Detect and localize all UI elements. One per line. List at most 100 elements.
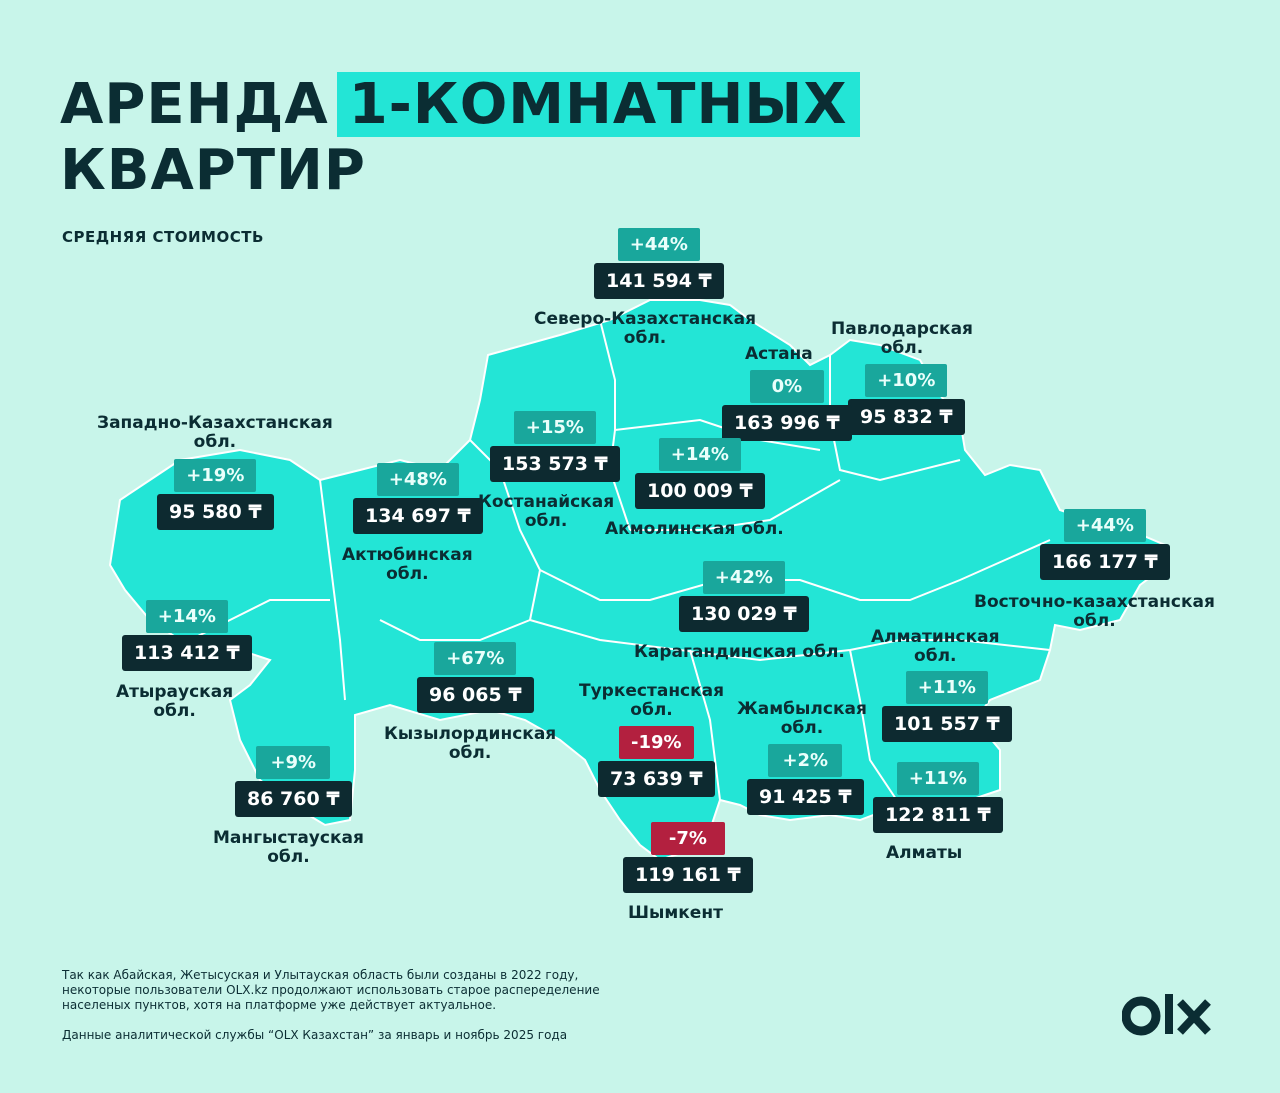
label-almaty-obl: Алматинская обл. — [871, 628, 1000, 666]
region-kostanay: +15% 153 573 ₸ — [490, 411, 620, 482]
label-vko: Восточно-казахстанская обл. — [974, 593, 1215, 631]
price-badge: 163 996 ₸ — [722, 405, 852, 441]
label-line: обл. — [630, 700, 673, 720]
title-line1: АРЕНДА — [60, 72, 329, 137]
pct-badge: +15% — [513, 411, 596, 444]
label-shymkent: Шымкент — [628, 904, 723, 923]
price-badge: 100 009 ₸ — [635, 473, 765, 509]
label-line: обл. — [153, 701, 196, 721]
region-karaganda: +42% 130 029 ₸ — [679, 561, 809, 632]
label-line: Алматинская — [871, 627, 1000, 647]
region-zhambyl: +2% 91 425 ₸ — [747, 744, 864, 815]
label-turkestan: Туркестанская обл. — [579, 682, 724, 720]
label-pavlodar: Павлодарская обл. — [831, 320, 973, 358]
label-line: Жамбылская — [737, 699, 867, 719]
label-line: обл. — [448, 743, 492, 763]
region-wko: +19% 95 580 ₸ — [157, 459, 274, 530]
price-badge: 119 161 ₸ — [623, 857, 753, 893]
region-pavlodar: +10% 95 832 ₸ — [848, 364, 965, 435]
label-zhambyl: Жамбылская обл. — [737, 700, 867, 738]
price-badge: 153 573 ₸ — [490, 446, 620, 482]
label-line: обл. — [914, 646, 957, 666]
page-title: АРЕНДА 1-КОМНАТНЫХ КВАРТИР — [60, 72, 860, 204]
region-almaty-obl: +11% 101 557 ₸ — [882, 671, 1012, 742]
label-karaganda: Карагандинская обл. — [634, 643, 845, 662]
region-aktobe: +48% 134 697 ₸ — [353, 463, 483, 534]
region-vko: +44% 166 177 ₸ — [1040, 509, 1170, 580]
price-badge: 96 065 ₸ — [417, 677, 534, 713]
note-line: населеных пунктов, хотя на платформе уже… — [62, 998, 497, 1012]
source-note: Данные аналитической службы “OLX Казахст… — [62, 1028, 568, 1042]
label-line: Костанайская — [478, 492, 615, 512]
label-line: Алматы — [886, 843, 963, 863]
footnotes: Так как Абайская, Жетысуская и Улытауска… — [62, 968, 622, 1058]
region-turkestan: -19% 73 639 ₸ — [598, 726, 715, 797]
label-line: обл. — [780, 718, 824, 738]
region-almaty: +11% 122 811 ₸ — [873, 762, 1003, 833]
pct-badge: +9% — [256, 746, 331, 779]
price-badge: 134 697 ₸ — [353, 498, 483, 534]
region-kyzylorda: +67% 96 065 ₸ — [417, 642, 534, 713]
label-line: обл. — [524, 511, 568, 531]
pct-badge: -19% — [619, 726, 694, 759]
price-badge: 130 029 ₸ — [679, 596, 809, 632]
label-astana: Астана — [745, 345, 813, 364]
label-almaty: Алматы — [886, 844, 962, 863]
label-line: Атырауская — [116, 682, 234, 702]
label-line: Астана — [745, 344, 813, 364]
pct-badge: +19% — [174, 459, 257, 492]
label-line: Кызылординская — [384, 724, 557, 744]
pct-badge: +44% — [1063, 509, 1146, 542]
subtitle: СРЕДНЯЯ СТОИМОСТЬ — [62, 228, 264, 246]
pct-badge: -7% — [650, 822, 725, 855]
pct-badge: +11% — [905, 671, 988, 704]
region-sko: +44% 141 594 ₸ — [594, 228, 724, 299]
price-badge: 95 832 ₸ — [848, 399, 965, 435]
label-line: обл. — [1073, 611, 1116, 631]
region-astana: 0% 163 996 ₸ — [722, 370, 852, 441]
price-badge: 141 594 ₸ — [594, 263, 724, 299]
note-line: некоторые пользователи OLX.kz продолжают… — [62, 983, 600, 997]
label-line: Шымкент — [628, 903, 723, 923]
label-line: Туркестанская — [579, 681, 725, 701]
price-badge: 95 580 ₸ — [157, 494, 274, 530]
price-badge: 166 177 ₸ — [1040, 544, 1170, 580]
olx-logo — [1121, 990, 1214, 1049]
label-line: Северо-Казахстанская — [534, 309, 757, 329]
region-akmola: +14% 100 009 ₸ — [635, 438, 765, 509]
pct-badge: +67% — [434, 642, 517, 675]
pct-badge: +2% — [768, 744, 843, 777]
price-badge: 86 760 ₸ — [235, 781, 352, 817]
pct-badge: +11% — [896, 762, 979, 795]
price-badge: 73 639 ₸ — [598, 761, 715, 797]
title-line2: КВАРТИР — [60, 138, 366, 203]
label-sko: Северо-Казахстанская обл. — [534, 310, 756, 348]
pct-badge: +48% — [376, 463, 459, 496]
label-kyzylorda: Кызылординская обл. — [384, 725, 556, 763]
label-atyrau: Атырауская обл. — [116, 683, 233, 721]
label-aktobe: Актюбинская обл. — [342, 546, 473, 584]
label-akmola: Акмолинская обл. — [605, 520, 784, 539]
price-badge: 101 557 ₸ — [882, 706, 1012, 742]
label-wko: Западно-Казахстанская обл. — [97, 414, 333, 452]
pct-badge: +10% — [865, 364, 948, 397]
pct-badge: +14% — [145, 600, 228, 633]
price-badge: 122 811 ₸ — [873, 797, 1003, 833]
region-borders — [169, 319, 1051, 806]
olx-logo-mark — [1121, 994, 1211, 1036]
label-line: Западно-Казахстанская — [97, 413, 333, 433]
label-line: Актюбинская — [342, 545, 473, 565]
label-line: обл. — [880, 338, 924, 358]
title-highlight: 1-КОМНАТНЫХ — [336, 72, 860, 137]
region-atyrau: +14% 113 412 ₸ — [122, 600, 252, 671]
region-mangystau: +9% 86 760 ₸ — [235, 746, 352, 817]
region-shymkent: -7% 119 161 ₸ — [623, 822, 753, 893]
note-line: Так как Абайская, Жетысуская и Улытауска… — [62, 968, 579, 982]
label-line: Мангыстауская — [213, 828, 364, 848]
label-line: обл. — [267, 847, 310, 867]
label-line: Восточно-казахстанская — [974, 592, 1215, 612]
label-line: обл. — [193, 432, 237, 452]
label-line: обл. — [623, 328, 667, 348]
label-mangystau: Мангыстауская обл. — [213, 829, 364, 867]
pct-badge: +44% — [617, 228, 700, 261]
